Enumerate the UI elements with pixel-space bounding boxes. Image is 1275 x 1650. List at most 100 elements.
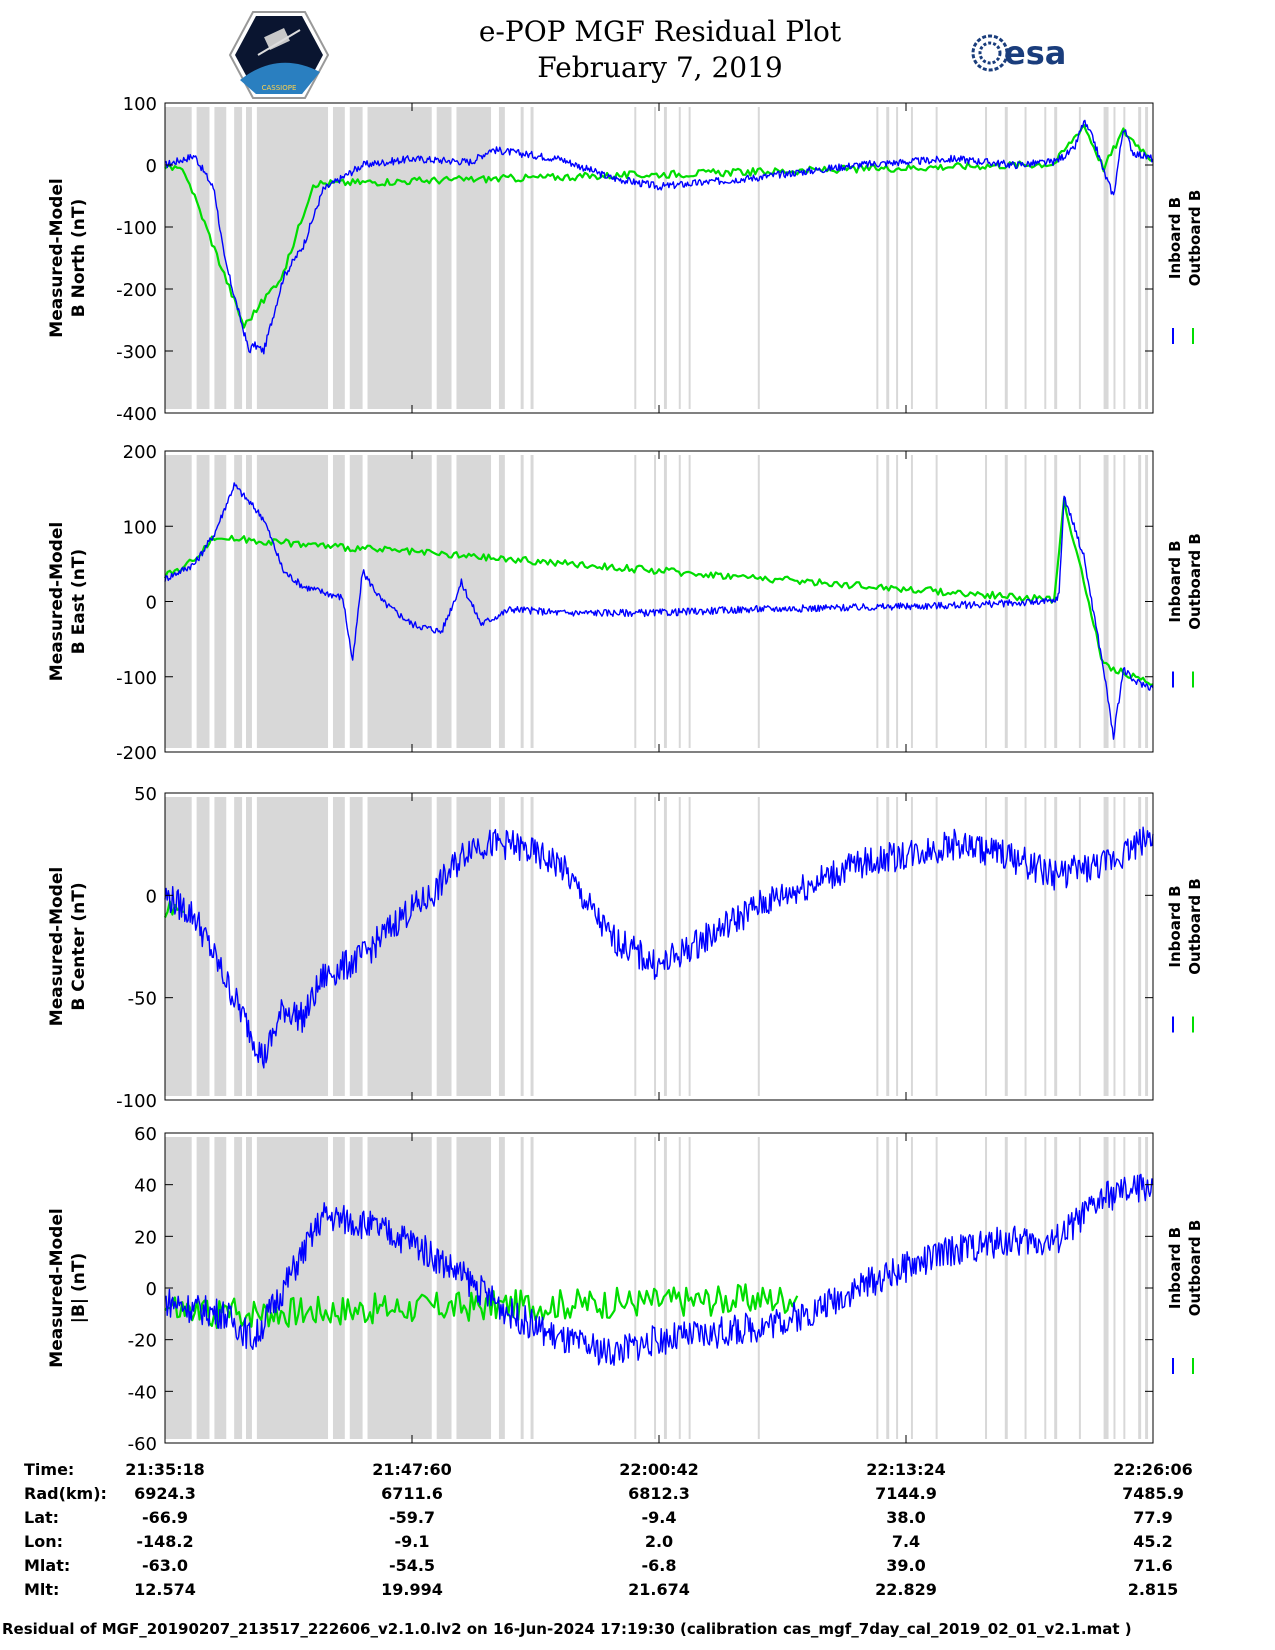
data-gap-band [876, 1137, 879, 1439]
row-label-rad: Rad(km): [24, 1484, 107, 1503]
data-gap-band [896, 797, 899, 1096]
data-gap-band [1044, 1137, 1047, 1439]
data-gap-band [436, 1137, 452, 1439]
data-gap-band [886, 455, 890, 748]
data-gap-band [886, 1137, 890, 1439]
cell-mlat: -54.5 [388, 1556, 436, 1575]
data-gap-band [196, 1137, 210, 1439]
data-gap-band [1113, 107, 1116, 409]
data-gap-band [985, 1137, 988, 1439]
y-axis-label-line-1: Measured-Model [47, 1208, 67, 1367]
legend: Inboard B Outboard B [1166, 878, 1204, 975]
data-gap-band [332, 1137, 345, 1439]
chart-panel-3: 50 0 -50 -100 Measured-Model B Center (nT) Inb… [47, 784, 1204, 1112]
data-gap-band [663, 1137, 667, 1439]
data-gap-band [654, 455, 657, 748]
data-gap-band [256, 107, 329, 409]
cell-mlat: 39.0 [886, 1556, 926, 1575]
data-gap-band [1113, 1137, 1116, 1439]
legend-entry-outboard: Outboard B [1186, 1220, 1204, 1317]
series-inboard-line [164, 482, 1154, 740]
data-gap-band [530, 455, 534, 748]
y-axis-label-line-2: B East (nT) [69, 549, 89, 654]
row-label-lat: Lat: [24, 1508, 60, 1527]
ephemeris-table: Time: Rad(km): Lat: Lon: Mlat: Mlt: 21:3… [0, 1460, 1275, 1610]
data-gap-band [1054, 107, 1058, 409]
cassiope-logo: CASSIOPE [228, 11, 330, 99]
esa-logo: esa [971, 34, 1066, 72]
cell-mlt: 12.574 [134, 1580, 196, 1599]
data-gap-band [1138, 797, 1142, 1096]
y-tick-label: 0 [146, 156, 157, 177]
legend-entry-inboard: Inboard B [1166, 885, 1184, 967]
data-gap-band [456, 455, 492, 748]
data-gap-band [1145, 107, 1149, 409]
page-title: e-POP MGF Residual Plot February 7, 2019 [330, 14, 990, 86]
cell-lon: 2.0 [644, 1532, 674, 1551]
y-tick-label: -200 [116, 743, 157, 764]
y-axis-label-line-1: Measured-Model [47, 867, 67, 1026]
cell-mlat: 71.6 [1133, 1556, 1173, 1575]
data-gap-band [757, 107, 760, 409]
data-gap-band [367, 1137, 432, 1439]
legend-entry-inboard: Inboard B [1166, 540, 1184, 622]
data-gap-band [634, 1137, 637, 1439]
data-gap-band [256, 455, 329, 748]
data-gap-band [1113, 797, 1116, 1096]
data-gap-band [678, 107, 681, 409]
data-gap-band [530, 797, 534, 1096]
data-gap-band [498, 797, 505, 1096]
data-gap-band [436, 797, 452, 1096]
data-gap-band [349, 1137, 363, 1439]
data-gap-band [498, 107, 505, 409]
y-axis-label-line-2: B North (nT) [69, 199, 89, 318]
data-gap-band [985, 107, 988, 409]
cell-time: 21:47:60 [372, 1460, 452, 1479]
data-gap-band [876, 797, 879, 1096]
legend-entry-outboard: Outboard B [1186, 878, 1204, 975]
data-gap-band [1103, 1137, 1109, 1439]
y-tick-label: -200 [116, 280, 157, 301]
y-tick-label: -60 [128, 1434, 157, 1455]
data-gap-band [1004, 107, 1008, 409]
cell-mlt: 22.829 [875, 1580, 937, 1599]
data-gap-band [234, 107, 243, 409]
data-gap-band [332, 455, 345, 748]
data-gap-band [332, 797, 345, 1096]
data-gap-band [1123, 455, 1126, 748]
data-gap-band [1123, 107, 1126, 409]
y-tick-label: 100 [123, 94, 157, 115]
title-line-2: February 7, 2019 [537, 51, 783, 84]
data-gap-band [985, 797, 988, 1096]
y-tick-label: -100 [116, 218, 157, 239]
cell-mlat: -6.8 [641, 1556, 677, 1575]
data-gap-band [910, 107, 913, 409]
cell-lon: -9.1 [394, 1532, 430, 1551]
data-gap-band [935, 107, 938, 409]
data-gap-band [886, 107, 890, 409]
row-label-mlt: Mlt: [24, 1580, 60, 1599]
data-gap-band [1078, 107, 1081, 409]
data-gap-band [678, 1137, 681, 1439]
legend: Inboard B Outboard B [1166, 1220, 1204, 1317]
data-gap-band [678, 455, 681, 748]
chart-panel-2: 200 100 0 -100 -200 Measured-Model B East (nT)… [47, 442, 1204, 764]
cell-time: 22:26:06 [1113, 1460, 1193, 1479]
cell-time: 22:13:24 [866, 1460, 946, 1479]
series-outboard-line [163, 497, 1154, 687]
data-gap-band [196, 455, 210, 748]
data-gap-band [1138, 107, 1142, 409]
y-tick-label: 0 [146, 593, 157, 614]
data-gap-band [1103, 107, 1109, 409]
cell-rad: 7485.9 [1122, 1484, 1184, 1503]
y-axis-label-line-2: |B| (nT) [69, 1253, 89, 1324]
data-gap-band [234, 1137, 243, 1439]
data-gap-band [165, 797, 192, 1096]
cell-mlt: 2.815 [1127, 1580, 1179, 1599]
data-gap-band [876, 107, 879, 409]
data-gap-band [367, 455, 432, 748]
data-gap-band [757, 1137, 760, 1439]
data-gap-band [349, 107, 363, 409]
data-gap-band [678, 797, 681, 1096]
